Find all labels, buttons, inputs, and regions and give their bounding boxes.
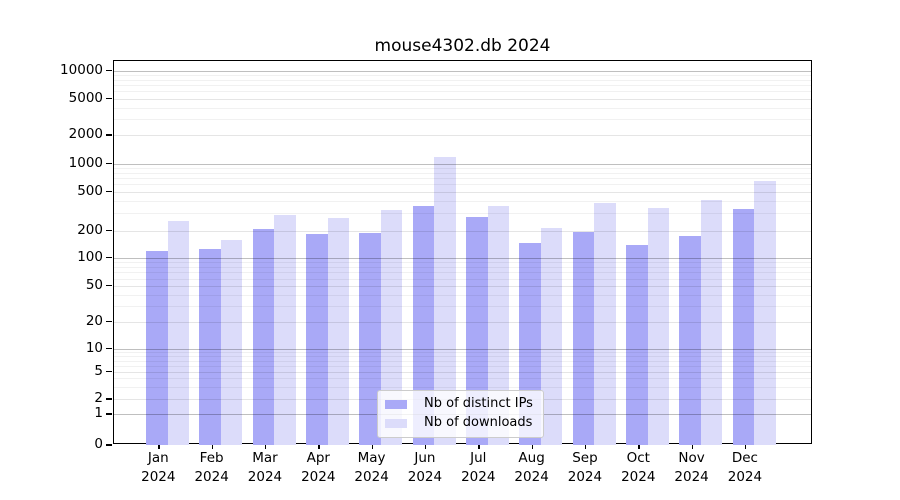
bar-distinct-ips-mar (252, 228, 275, 446)
y-tick-mark (106, 347, 112, 350)
bar-distinct-ips-jan (146, 251, 168, 446)
y-tick-label-100: 100 (77, 249, 103, 265)
bar-downloads-nov (700, 199, 723, 446)
x-tick-label-jul: Jul 2024 (461, 450, 496, 485)
y-tick-mark (106, 320, 112, 323)
x-tick-mark (478, 444, 480, 450)
bar-distinct-ips-nov (679, 236, 701, 446)
y-tick-mark (106, 190, 112, 193)
x-tick-mark (691, 444, 693, 450)
legend: Nb of distinct IPs Nb of downloads (377, 390, 544, 438)
y-tick-label-1000: 1000 (68, 154, 103, 171)
chart-title: mouse4302.db 2024 (374, 36, 551, 56)
x-tick-label-apr: Apr 2024 (301, 450, 336, 485)
x-tick-mark (584, 444, 587, 450)
y-tick-label-2: 2 (94, 390, 103, 407)
x-tick-label-feb: Feb 2024 (194, 450, 229, 485)
bar-distinct-ips-dec (732, 209, 755, 446)
bar-distinct-ips-jul (466, 217, 488, 446)
plot-area (113, 60, 812, 446)
bar-distinct-ips-jun (412, 205, 435, 446)
y-tick-label-50: 50 (85, 277, 103, 293)
bar-distinct-ips-apr (306, 234, 328, 446)
legend-row-downloads: Nb of downloads (385, 415, 533, 431)
bar-downloads-apr (327, 218, 350, 446)
x-tick-mark (318, 444, 320, 450)
x-tick-label-aug: Aug 2024 (514, 450, 549, 485)
x-tick-mark (211, 444, 214, 450)
bars-layer (114, 61, 811, 446)
bar-downloads-mar (274, 215, 296, 446)
x-tick-label-sep: Sep 2024 (567, 450, 603, 485)
legend-label-distinct-ips: Nb of distinct IPs (424, 396, 533, 411)
bar-downloads-jul (487, 206, 510, 446)
y-tick-mark (106, 285, 112, 287)
bar-downloads-sep (594, 203, 616, 446)
x-tick-label-mar: Mar 2024 (247, 450, 283, 485)
legend-row-distinct-ips: Nb of distinct IPs (385, 396, 533, 412)
y-tick-label-10000: 10000 (60, 62, 103, 78)
bar-distinct-ips-sep (572, 231, 595, 446)
x-tick-mark (424, 444, 427, 450)
y-tick-label-200: 200 (77, 221, 103, 238)
x-tick-mark (371, 444, 373, 450)
y-tick-mark (106, 229, 112, 232)
x-tick-label-jan: Jan 2024 (141, 450, 176, 485)
y-tick-mark (106, 413, 112, 415)
y-tick-mark (106, 134, 112, 136)
x-tick-label-jun: Jun 2024 (407, 450, 443, 485)
legend-swatch-downloads (385, 418, 407, 428)
y-tick-label-5: 5 (94, 362, 103, 379)
bar-distinct-ips-may (359, 232, 381, 446)
x-tick-mark (264, 444, 267, 450)
x-tick-mark (638, 444, 640, 450)
bar-downloads-aug (540, 227, 563, 446)
x-tick-label-may: May 2024 (354, 450, 389, 485)
y-tick-mark (106, 162, 112, 165)
x-tick-label-dec: Dec 2024 (727, 450, 763, 485)
y-tick-label-2000: 2000 (68, 126, 103, 143)
x-tick-mark (158, 444, 160, 450)
x-tick-label-nov: Nov 2024 (674, 450, 709, 485)
x-tick-mark (531, 444, 533, 450)
bar-downloads-feb (220, 240, 243, 446)
bar-distinct-ips-feb (199, 248, 221, 446)
y-tick-mark (106, 257, 112, 259)
legend-label-downloads: Nb of downloads (424, 415, 533, 430)
y-tick-label-20: 20 (85, 312, 103, 329)
bar-downloads-dec (754, 181, 776, 446)
y-tick-label-0: 0 (94, 436, 103, 453)
y-tick-label-5000: 5000 (68, 89, 103, 106)
bar-downloads-jun (434, 156, 456, 446)
y-tick-mark (106, 398, 112, 400)
bar-downloads-may (380, 210, 403, 446)
y-tick-label-10: 10 (85, 339, 103, 356)
legend-swatch-distinct-ips (385, 399, 407, 409)
bar-downloads-oct (647, 207, 670, 446)
y-tick-mark (106, 70, 112, 72)
x-tick-mark (744, 444, 747, 450)
y-tick-mark (106, 97, 112, 100)
x-tick-label-oct: Oct 2024 (621, 450, 656, 485)
y-tick-label-500: 500 (77, 182, 103, 199)
bar-distinct-ips-oct (626, 245, 648, 446)
y-tick-mark (106, 444, 112, 446)
bar-downloads-jan (167, 220, 190, 446)
y-tick-label-1: 1 (94, 405, 103, 422)
y-tick-mark (106, 370, 112, 373)
